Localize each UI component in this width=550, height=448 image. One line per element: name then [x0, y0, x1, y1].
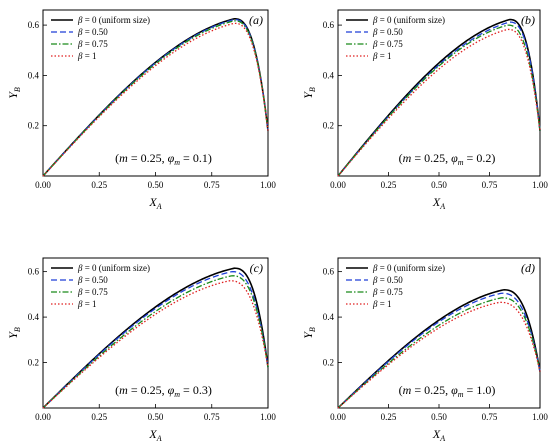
condition-annotation: (m = 0.25, φm = 0.3): [115, 383, 212, 399]
series-line-3: [337, 24, 541, 177]
y-tick-label: 0.6: [323, 267, 335, 277]
series-line-2: [337, 21, 541, 177]
panel-label: (a): [249, 13, 263, 27]
y-axis-label: YB: [6, 327, 22, 339]
y-tick-label: 0.4: [28, 70, 40, 80]
chart-panel-2: 0.00 0.25 0.50 0.75 1.00 0.2 0.4 0.6 XA YB (b) β = …: [301, 9, 548, 211]
x-axis-label: XA: [148, 427, 161, 443]
y-tick-label: 0.6: [28, 267, 40, 277]
x-axis-label: XA: [148, 195, 161, 211]
series-line-2: [42, 270, 269, 409]
x-tick-label: 0.00: [330, 180, 346, 190]
x-tick-label: 0.75: [482, 180, 498, 190]
legend-entry-2: β = 0.50: [77, 275, 108, 285]
x-tick-label: 0.25: [381, 412, 397, 422]
x-tick-label: 0.25: [381, 180, 397, 190]
y-axis-label: YB: [6, 87, 22, 99]
chart-panel-3: 0.00 0.25 0.50 0.75 1.00 0.2 0.4 0.6 XA YB (c) β = …: [6, 257, 276, 443]
y-tick-label: 0.2: [28, 121, 39, 131]
legend-entry-3: β = 0.75: [77, 287, 108, 297]
x-tick-label: 0.00: [330, 412, 346, 422]
panel-label: (b): [521, 13, 535, 27]
legend-entry-4: β = 1: [77, 51, 97, 61]
panel-label: (c): [250, 261, 263, 275]
y-tick-label: 0.4: [323, 312, 335, 322]
x-tick-label: 0.50: [148, 412, 164, 422]
x-axis-label: XA: [432, 427, 445, 443]
series-line-3: [337, 297, 541, 409]
x-tick-label: 1.00: [532, 180, 548, 190]
series-line-3: [42, 20, 269, 177]
y-axis-label: YB: [301, 87, 317, 99]
legend-entry-3: β = 0.75: [77, 39, 108, 49]
condition-annotation: (m = 0.25, φm = 1.0): [399, 383, 496, 399]
x-tick-label: 0.25: [91, 412, 107, 422]
legend-entry-4: β = 1: [372, 51, 392, 61]
x-tick-label: 0.75: [204, 412, 220, 422]
condition-annotation: (m = 0.25, φm = 0.1): [115, 151, 212, 167]
legend-entry-2: β = 0.50: [77, 27, 108, 37]
x-tick-label: 0.00: [35, 412, 51, 422]
series-line-3: [42, 275, 269, 409]
legend-entry-3: β = 0.75: [372, 287, 403, 297]
chart-panel-4: 0.00 0.25 0.50 0.75 1.00 0.2 0.4 0.6 XA YB (d) β = …: [301, 257, 548, 443]
x-tick-label: 1.00: [260, 180, 276, 190]
series-line-2: [337, 292, 541, 409]
legend-entry-1: β = 0 (uniform size): [372, 263, 445, 273]
series-line-1: [337, 18, 541, 177]
x-tick-label: 0.75: [482, 412, 498, 422]
x-tick-label: 1.00: [260, 412, 276, 422]
chart-panel-1: 0.00 0.25 0.50 0.75 1.00 0.2 0.4 0.6 XA YB (a) β = …: [6, 9, 276, 211]
legend-entry-2: β = 0.50: [372, 27, 403, 37]
legend-entry-4: β = 1: [77, 299, 97, 309]
x-axis-label: XA: [432, 195, 445, 211]
series-line-2: [42, 18, 269, 177]
series-line-4: [337, 28, 541, 177]
series-line-1: [42, 267, 269, 409]
y-tick-label: 0.4: [28, 312, 40, 322]
legend-entry-3: β = 0.75: [372, 39, 403, 49]
panel-label: (d): [521, 261, 535, 275]
condition-annotation: (m = 0.25, φm = 0.2): [399, 151, 496, 167]
legend-entry-1: β = 0 (uniform size): [372, 15, 445, 25]
x-tick-label: 0.50: [148, 180, 164, 190]
x-tick-label: 1.00: [532, 412, 548, 422]
y-tick-label: 0.2: [323, 121, 334, 131]
x-tick-label: 0.50: [431, 180, 447, 190]
legend-entry-2: β = 0.50: [372, 275, 403, 285]
x-tick-label: 0.25: [91, 180, 107, 190]
y-tick-label: 0.6: [323, 20, 335, 30]
y-axis-label: YB: [301, 327, 317, 339]
legend-entry-1: β = 0 (uniform size): [77, 263, 150, 273]
y-tick-label: 0.2: [28, 358, 39, 368]
series-line-4: [42, 22, 269, 177]
x-tick-label: 0.75: [204, 180, 220, 190]
x-tick-label: 0.00: [35, 180, 51, 190]
legend-entry-4: β = 1: [372, 299, 392, 309]
x-tick-label: 0.50: [431, 412, 447, 422]
y-tick-label: 0.2: [323, 358, 334, 368]
y-tick-label: 0.4: [323, 70, 335, 80]
y-tick-label: 0.6: [28, 20, 40, 30]
legend-entry-1: β = 0 (uniform size): [77, 15, 150, 25]
